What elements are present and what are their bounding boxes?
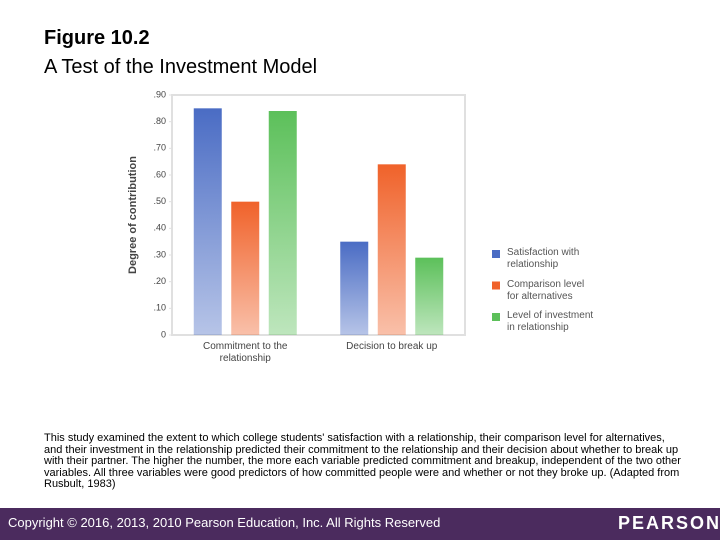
bar [193, 108, 222, 335]
y-tick-label: .90 [153, 89, 166, 99]
legend-label: Level of investment in relationship [507, 310, 594, 333]
bar [377, 164, 406, 335]
x-tick-label: Decision to break up [346, 341, 438, 352]
legend-swatch [492, 250, 500, 258]
y-tick-label: 0 [161, 329, 166, 339]
chart: Degree of contribution 0 .10 .20 .30 .40 .50.… [127, 89, 500, 339]
x-tick-label: Commitment to the relationship [203, 341, 288, 364]
legend-label: Satisfaction with relationship [507, 247, 580, 270]
footer-bar [0, 508, 720, 540]
y-tick-label: .50 [153, 196, 166, 206]
caption: This study examined the extent to which … [44, 432, 681, 491]
plot-frame [171, 94, 466, 336]
legend-swatch [492, 281, 500, 290]
bar [415, 257, 444, 335]
bar [268, 111, 297, 335]
y-tick-label: .70 [153, 143, 166, 153]
y-tick-label: .20 [153, 276, 166, 286]
logo: PEARSON [618, 513, 720, 533]
y-tick-label: .10 [153, 303, 166, 313]
y-tick-label: .40 [153, 223, 166, 233]
legend-label: Comparison level for alternatives [507, 278, 585, 302]
bar [231, 201, 260, 335]
y-tick-label: .80 [153, 116, 166, 126]
subtitle: A Test of the Investment Model [44, 56, 318, 78]
legend-swatch [492, 313, 500, 321]
title: Figure 10.2 [44, 27, 150, 49]
y-tick-label: .30 [153, 249, 166, 259]
y-axis-label: Degree of contribution [127, 156, 139, 274]
y-tick-label: .60 [153, 169, 166, 179]
bar [340, 241, 369, 335]
copyright: Copyright © 2016, 2013, 2010 Pearson Edu… [8, 515, 441, 530]
